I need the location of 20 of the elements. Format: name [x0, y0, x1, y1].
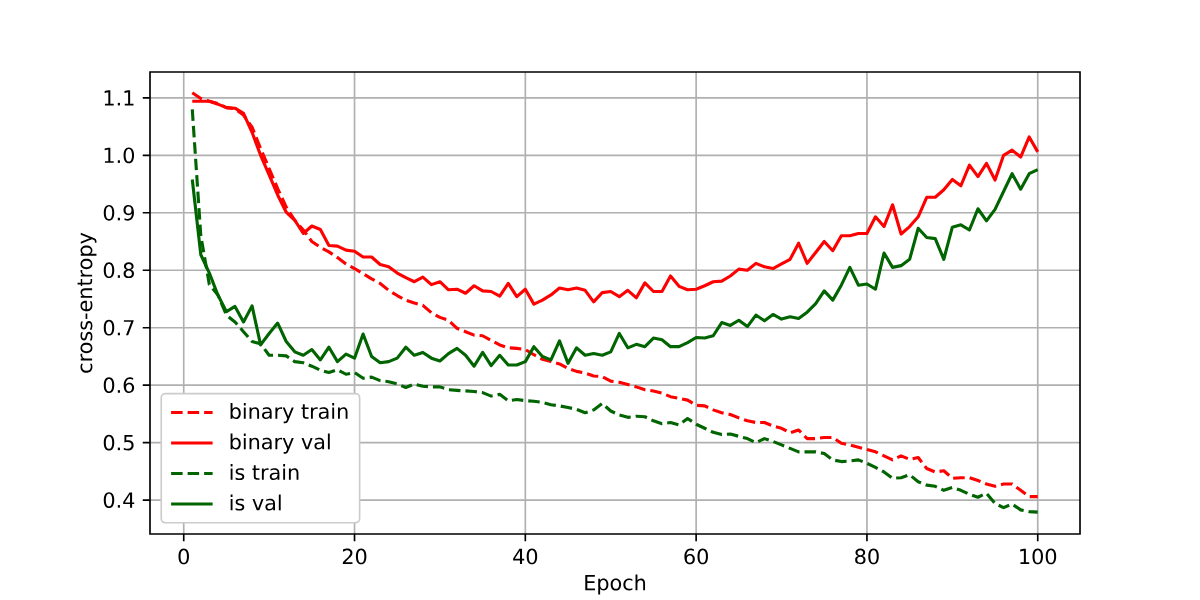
x-tick-label: 80	[855, 548, 879, 565]
y-tick-label: 1.0	[104, 147, 135, 164]
y-tick-label: 0.8	[103, 262, 134, 279]
x-tick-label: 60	[684, 548, 708, 565]
x-tick-label: 40	[513, 548, 538, 565]
legend-label: is train	[230, 464, 299, 481]
y-tick-label: 0.9	[103, 204, 134, 221]
x-tick-label: 0	[178, 548, 189, 565]
y-tick-label: 0.5	[103, 434, 134, 451]
legend-label: binary val	[230, 433, 330, 454]
y-tick-label: 0.6	[103, 377, 135, 394]
legend-label: is val	[230, 494, 281, 511]
y-tick-label: 0.7	[103, 319, 134, 336]
x-tick-label: 20	[342, 548, 367, 565]
y-tick-label: 0.4	[103, 492, 135, 508]
x-axis-title: Epoch	[585, 574, 646, 595]
x-tick-label: 100	[1020, 548, 1057, 565]
y-axis-title: cross-entropy	[77, 232, 97, 373]
y-tick-label: 1.1	[104, 90, 134, 106]
legend-label: binary train	[230, 403, 348, 424]
